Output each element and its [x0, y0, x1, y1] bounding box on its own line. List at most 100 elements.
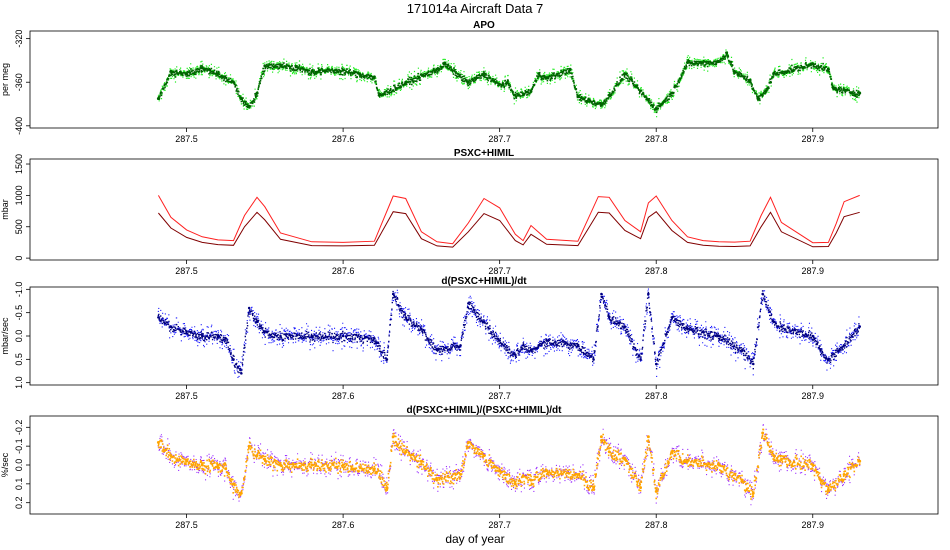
y-tick-label: 0.5	[14, 353, 24, 366]
panel-title: d(PSXC+HIMIL)/dt	[441, 276, 527, 287]
data-point	[310, 69, 314, 73]
x-tick-label: 287.5	[175, 520, 198, 530]
panel-frame	[29, 30, 939, 129]
panel-title: d(PSXC+HIMIL)/(PSXC+HIMIL)/dt	[407, 405, 563, 416]
series-psxc-himil-upper-	[157, 194, 860, 245]
data-point	[513, 93, 517, 97]
x-tick-label: 287.6	[332, 391, 355, 401]
data-point	[827, 358, 830, 361]
data-point	[263, 457, 267, 461]
data-point	[654, 106, 658, 110]
x-tick-label: 287.8	[645, 520, 668, 530]
data-point	[831, 86, 835, 90]
data-point	[169, 454, 173, 458]
data-point	[255, 320, 259, 324]
data-point	[670, 316, 674, 319]
data-point	[279, 334, 282, 338]
data-point	[521, 474, 525, 478]
panel-4: 287.5 287.6 287.7 287.8 287.9 -0.2 -0.1 0.0 0.1 0…	[0, 405, 939, 530]
data-point	[404, 80, 408, 84]
data-point	[733, 69, 736, 73]
data-point	[467, 302, 470, 305]
data-point	[607, 316, 611, 319]
series-apo-dark-	[156, 51, 862, 114]
x-tick-label: 287.8	[645, 266, 668, 276]
data-point	[419, 459, 423, 463]
x-tick-label: 287.7	[488, 134, 511, 144]
data-point	[670, 91, 674, 95]
data-point	[576, 94, 580, 98]
data-point	[372, 75, 376, 79]
x-tick-label: 287.5	[175, 266, 198, 276]
data-point	[247, 104, 251, 108]
panel-title: APO	[473, 20, 495, 31]
data-point	[748, 78, 752, 82]
panel-frame	[29, 158, 939, 261]
data-point	[576, 344, 580, 347]
data-point	[247, 444, 251, 448]
series-dp-dt-dark-	[157, 290, 861, 375]
y-tick-label: -0.5	[14, 305, 24, 321]
data-point	[537, 72, 541, 75]
series-line	[157, 194, 860, 245]
panel-title: PSXC+HIMIL	[454, 148, 514, 159]
data-point	[200, 463, 204, 467]
data-point	[521, 344, 525, 347]
y-axis-label: mbar/sec	[0, 317, 10, 355]
data-point	[341, 334, 345, 338]
data-point	[232, 482, 235, 486]
data-point	[459, 472, 462, 476]
data-point	[740, 478, 744, 482]
panel-2: 287.5 287.6 287.7 287.8 287.9 0 500 1000 1500 mba…	[0, 148, 939, 276]
data-point	[811, 334, 815, 338]
data-point	[435, 478, 439, 482]
y-tick-label: -320	[14, 30, 24, 48]
y-axis-label: mbar	[0, 199, 10, 220]
data-point	[263, 64, 267, 68]
data-point	[372, 467, 376, 471]
data-point	[725, 51, 729, 55]
data-point	[654, 362, 658, 366]
panel-1-plot-area	[156, 49, 862, 118]
data-point	[654, 489, 658, 493]
y-axis-label: %/sec	[0, 452, 10, 477]
y-tick-label: -0.2	[14, 420, 24, 436]
x-tick-label: 287.9	[801, 391, 824, 401]
data-point	[156, 440, 160, 444]
x-tick-label: 287.9	[801, 266, 824, 276]
data-point	[858, 91, 862, 95]
data-point	[639, 358, 642, 361]
data-point	[639, 486, 642, 490]
data-point	[310, 463, 314, 467]
series-dp-p-dt-orange-	[156, 428, 862, 500]
data-point	[717, 60, 721, 63]
data-point	[482, 72, 486, 75]
data-point	[772, 454, 776, 458]
y-tick-label: 500	[14, 219, 24, 234]
data-point	[498, 339, 501, 342]
data-point	[239, 491, 243, 495]
data-point	[255, 454, 259, 458]
panel-1: 287.5 287.6 287.7 287.8 287.9 -320 -360 -400 per…	[0, 20, 939, 144]
data-point	[391, 292, 395, 296]
data-point	[842, 472, 846, 476]
x-axis-label: day of year	[445, 532, 504, 546]
data-point	[529, 89, 533, 93]
data-point	[247, 306, 251, 310]
x-tick-label: 287.8	[645, 134, 668, 144]
data-point	[717, 463, 721, 467]
y-tick-label: 0.1	[14, 478, 24, 491]
y-tick-label: 0.0	[14, 459, 24, 472]
data-point	[811, 463, 815, 467]
data-point	[157, 316, 160, 319]
data-point	[224, 337, 227, 340]
x-tick-label: 287.7	[488, 391, 511, 401]
data-point	[842, 344, 846, 347]
data-point	[318, 68, 322, 72]
y-tick-label: 1.0	[14, 376, 24, 389]
data-point	[764, 89, 768, 93]
panel-3: 287.5 287.6 287.7 287.8 287.9 -1.0 -0.5 0.0 0.5 1…	[0, 276, 939, 401]
data-point	[156, 97, 160, 101]
data-point	[239, 97, 243, 101]
data-point	[686, 61, 689, 65]
